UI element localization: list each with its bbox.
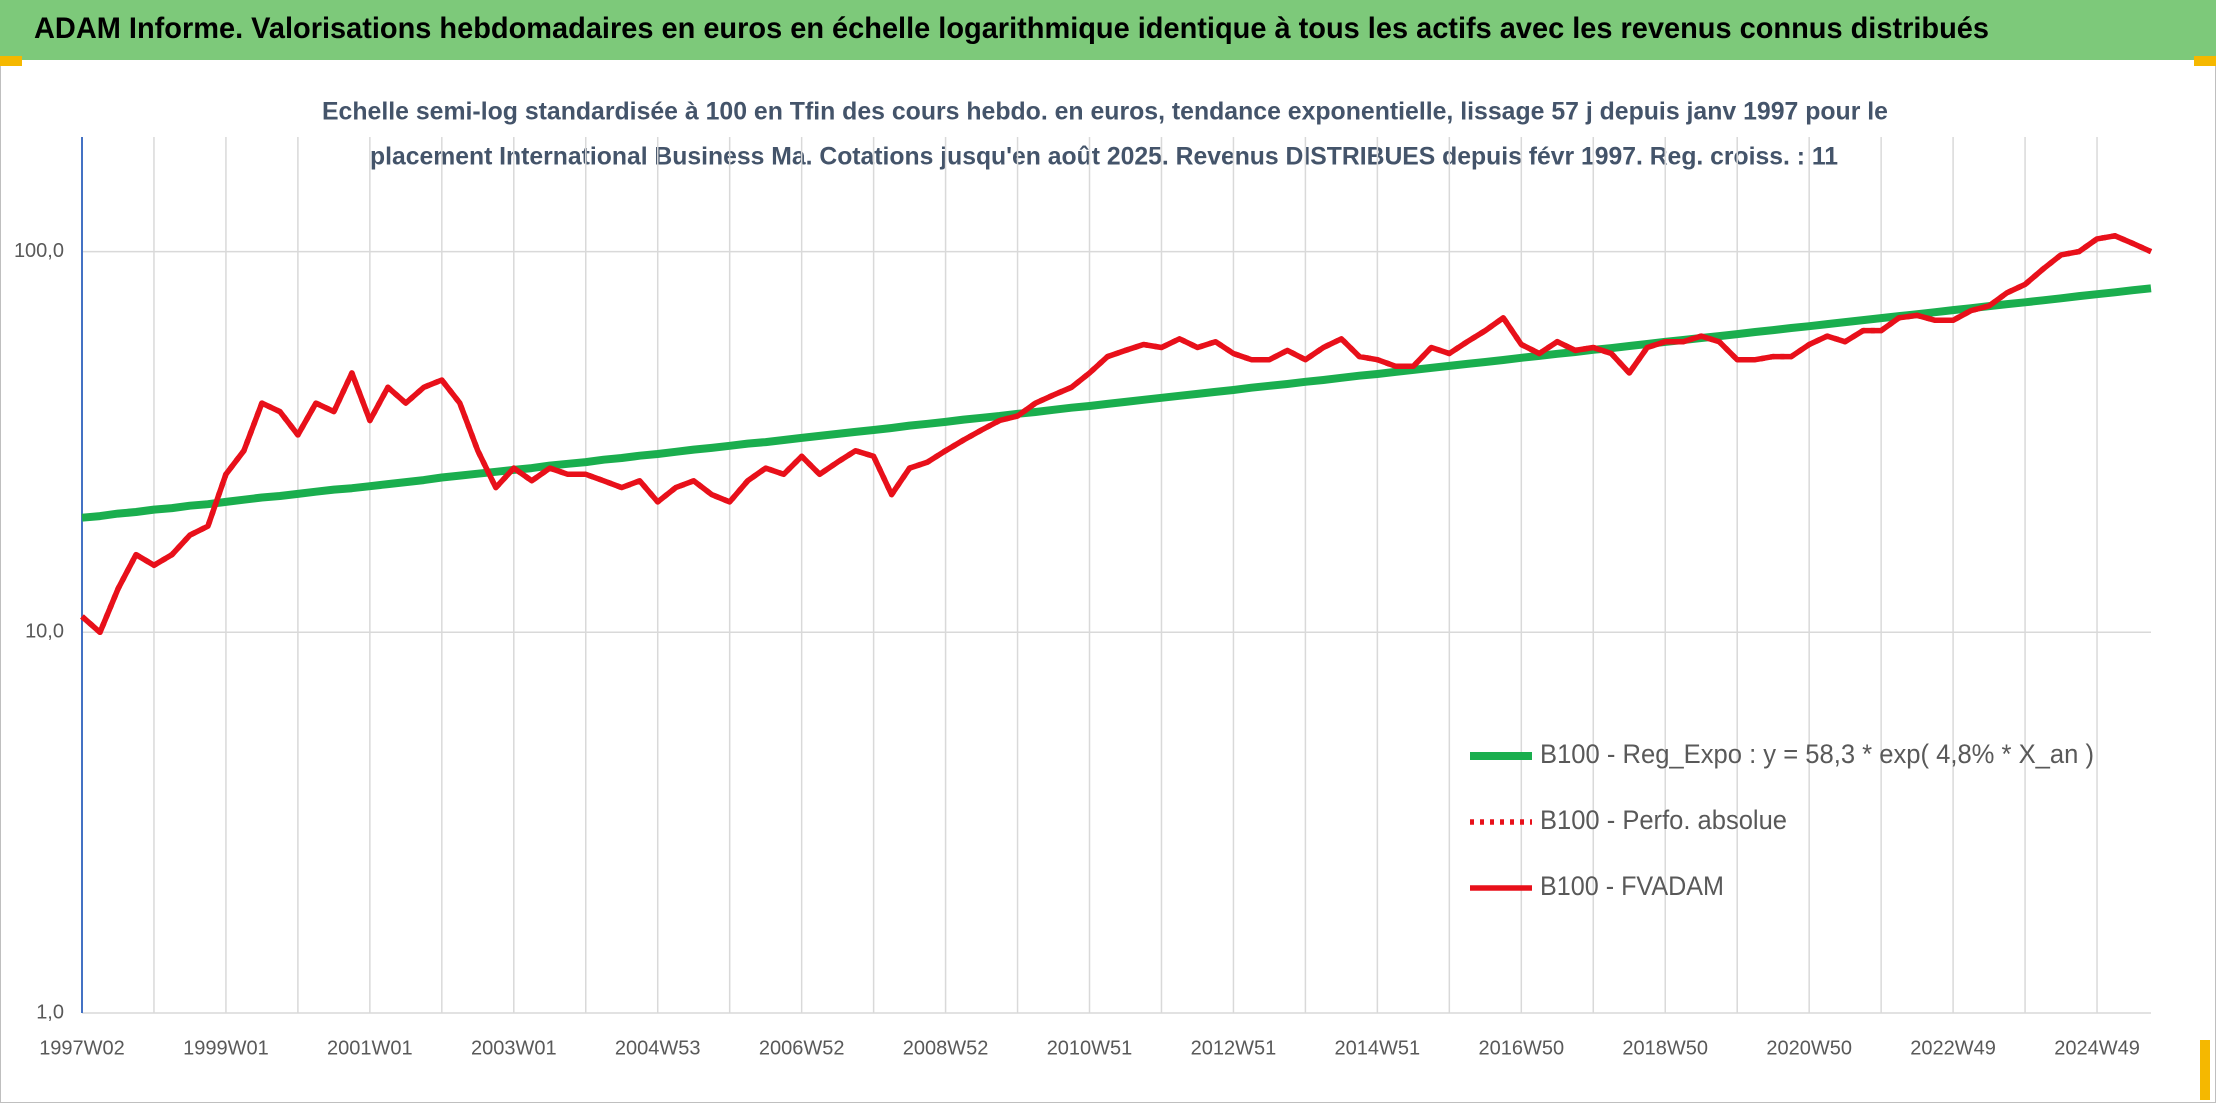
chart-subtitle: placement International Business Ma. Cot…: [370, 143, 1838, 171]
x-tick-label: 1997W02: [39, 1037, 125, 1059]
y-tick-label: 10,0: [25, 621, 64, 643]
x-tick-label: 2012W51: [1191, 1037, 1277, 1059]
x-tick-label: 2014W51: [1335, 1037, 1421, 1059]
header-bar: [0, 0, 2216, 60]
chart-subtitle: Echelle semi-log standardisée à 100 en T…: [322, 98, 1888, 126]
x-tick-label: 2006W52: [759, 1037, 845, 1059]
x-tick-label: 2018W50: [1622, 1037, 1708, 1059]
legend-label: B100 - FVADAM: [1540, 871, 1724, 901]
x-tick-label: 2022W49: [1910, 1037, 1996, 1059]
x-tick-label: 2010W51: [1047, 1037, 1133, 1059]
corner-mark: [2200, 1040, 2210, 1100]
series-line: [80, 233, 2153, 636]
x-tick-label: 2003W01: [471, 1037, 557, 1059]
x-tick-label: 2020W50: [1766, 1037, 1852, 1059]
x-tick-label: 2004W53: [615, 1037, 701, 1059]
y-tick-label: 100,0: [14, 240, 64, 262]
x-tick-label: 2008W52: [903, 1037, 989, 1059]
y-tick-label: 1,0: [36, 1001, 64, 1023]
x-tick-label: 2001W01: [327, 1037, 413, 1059]
x-tick-label: 1999W01: [183, 1037, 269, 1059]
page-title: ADAM Informe. Valorisations hebdomadaire…: [34, 12, 1989, 45]
corner-mark: [0, 56, 22, 66]
corner-mark: [2194, 56, 2216, 66]
series-line: [81, 284, 2152, 522]
legend-label: B100 - Reg_Expo : y = 58,3 * exp( 4,8% *…: [1540, 739, 2094, 769]
legend-label: B100 - Perfo. absolue: [1540, 805, 1787, 835]
x-tick-label: 2016W50: [1478, 1037, 1564, 1059]
x-tick-label: 2024W49: [2054, 1037, 2140, 1059]
